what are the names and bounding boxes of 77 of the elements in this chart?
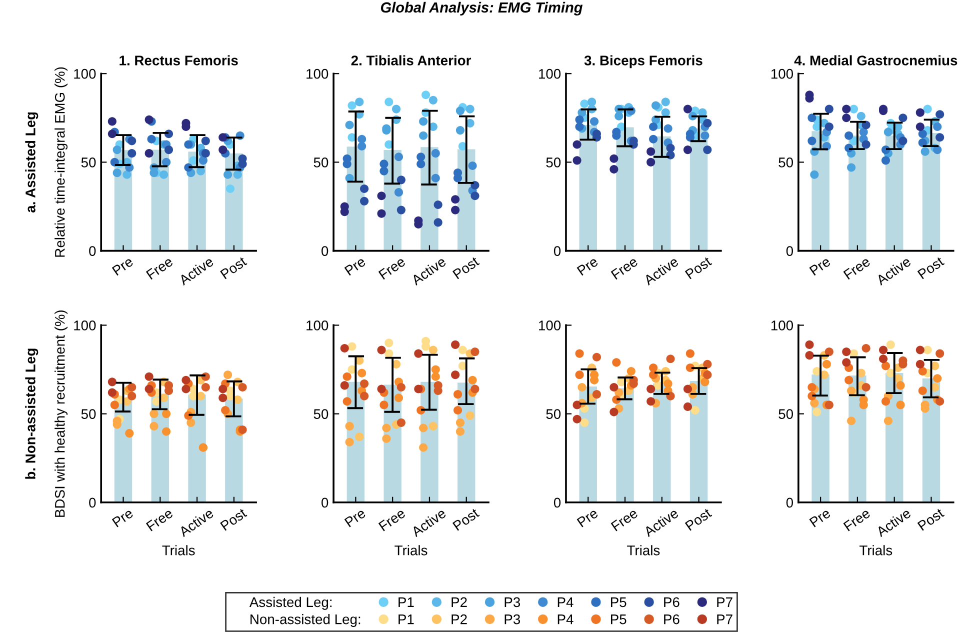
x-tick-label: Pre: [809, 508, 832, 528]
x-tick-label: Pre: [576, 508, 599, 528]
text: Global Analysis: EMG Timing: [380, 2, 583, 16]
y-axis-title: BDSI with healthy recruitment (%): [54, 310, 68, 517]
legend-label: P2: [452, 597, 467, 607]
y-tick-label: 50: [546, 409, 561, 419]
x-tick-label: Post: [452, 508, 480, 531]
text: a. Assisted Leg: [25, 112, 38, 212]
legend-label: P6: [664, 597, 680, 608]
y-tick-label: 0: [786, 498, 794, 508]
legend-label: P4: [558, 597, 574, 607]
legend-label: P2: [452, 614, 467, 624]
y-tick-label: 50: [81, 409, 96, 419]
x-tick-label: Pre: [112, 256, 134, 276]
x-tick-label: Free: [843, 256, 871, 280]
chart-title: 1. Rectus Femoris: [120, 55, 238, 66]
y-tick-label: 50: [314, 158, 328, 168]
legend-title: Non-assisted Leg:: [250, 614, 360, 627]
y-tick-label: 0: [554, 246, 561, 256]
y-tick-label: 50: [778, 158, 794, 168]
legend-label: P1: [398, 597, 414, 607]
x-tick-label: Post: [452, 256, 480, 280]
x-tick-label: Free: [146, 256, 174, 280]
x-tick-label: Free: [843, 508, 871, 532]
text: b. Non-assisted Leg: [25, 348, 38, 479]
x-tick-label: Free: [610, 508, 638, 532]
x-tick-label: Post: [917, 508, 945, 531]
legend-label: P1: [398, 614, 414, 624]
y-tick-label: 50: [778, 409, 794, 419]
y-tick-label: 100: [306, 68, 328, 79]
x-tick-label: Free: [378, 256, 406, 280]
x-tick-label: Post: [220, 508, 248, 531]
y-tick-label: 100: [771, 320, 794, 330]
x-axis-title: Trials: [394, 545, 428, 556]
y-tick-label: 100: [771, 68, 794, 79]
x-tick-label: Free: [146, 508, 174, 532]
legend-label: P7: [717, 614, 732, 624]
y-tick-label: 50: [81, 158, 96, 168]
chart-title: 2. Tibialis Anterior: [351, 55, 472, 66]
x-tick-label: Post: [917, 256, 945, 280]
chart-title: 3. Biceps Femoris: [584, 55, 702, 68]
x-tick-label: Pre: [344, 256, 366, 276]
legend-label: P7: [717, 597, 732, 607]
x-tick-label: Free: [610, 256, 638, 280]
legend-label: P5: [610, 597, 626, 608]
y-tick-label: 100: [74, 320, 96, 330]
y-tick-label: 0: [322, 246, 328, 256]
y-tick-label: 50: [314, 409, 328, 419]
x-tick-label: Post: [684, 508, 712, 531]
y-tick-label: 100: [306, 320, 328, 330]
x-tick-label: Pre: [809, 256, 832, 276]
legend-label: P4: [558, 614, 574, 624]
x-axis-title: Trials: [162, 545, 195, 556]
x-tick-label: Pre: [112, 508, 134, 528]
y-axis-title: Relative time-integral EMG (%): [54, 67, 68, 257]
y-tick-label: 0: [89, 498, 96, 508]
y-tick-label: 0: [89, 246, 96, 256]
y-tick-label: 0: [322, 498, 328, 508]
x-tick-label: Pre: [576, 256, 599, 276]
y-tick-label: 100: [74, 68, 96, 79]
legend-label: P5: [610, 614, 626, 624]
x-tick-label: Post: [220, 256, 248, 280]
x-tick-label: Pre: [344, 508, 366, 528]
chart-title: 4. Medial Gastrocnemius: [794, 55, 958, 66]
x-tick-label: Post: [684, 256, 712, 280]
y-tick-label: 0: [786, 246, 794, 256]
y-tick-label: 100: [539, 320, 561, 330]
x-axis-title: Trials: [627, 545, 660, 556]
y-tick-label: 0: [554, 498, 561, 508]
legend-label: P3: [504, 614, 520, 624]
y-tick-label: 50: [546, 158, 561, 168]
legend-label: P6: [664, 614, 680, 624]
x-tick-label: Free: [378, 508, 406, 532]
x-axis-title: Trials: [859, 545, 892, 556]
legend-label: P3: [504, 597, 520, 608]
y-tick-label: 100: [539, 68, 561, 79]
legend-title: Assisted Leg:: [249, 596, 332, 610]
